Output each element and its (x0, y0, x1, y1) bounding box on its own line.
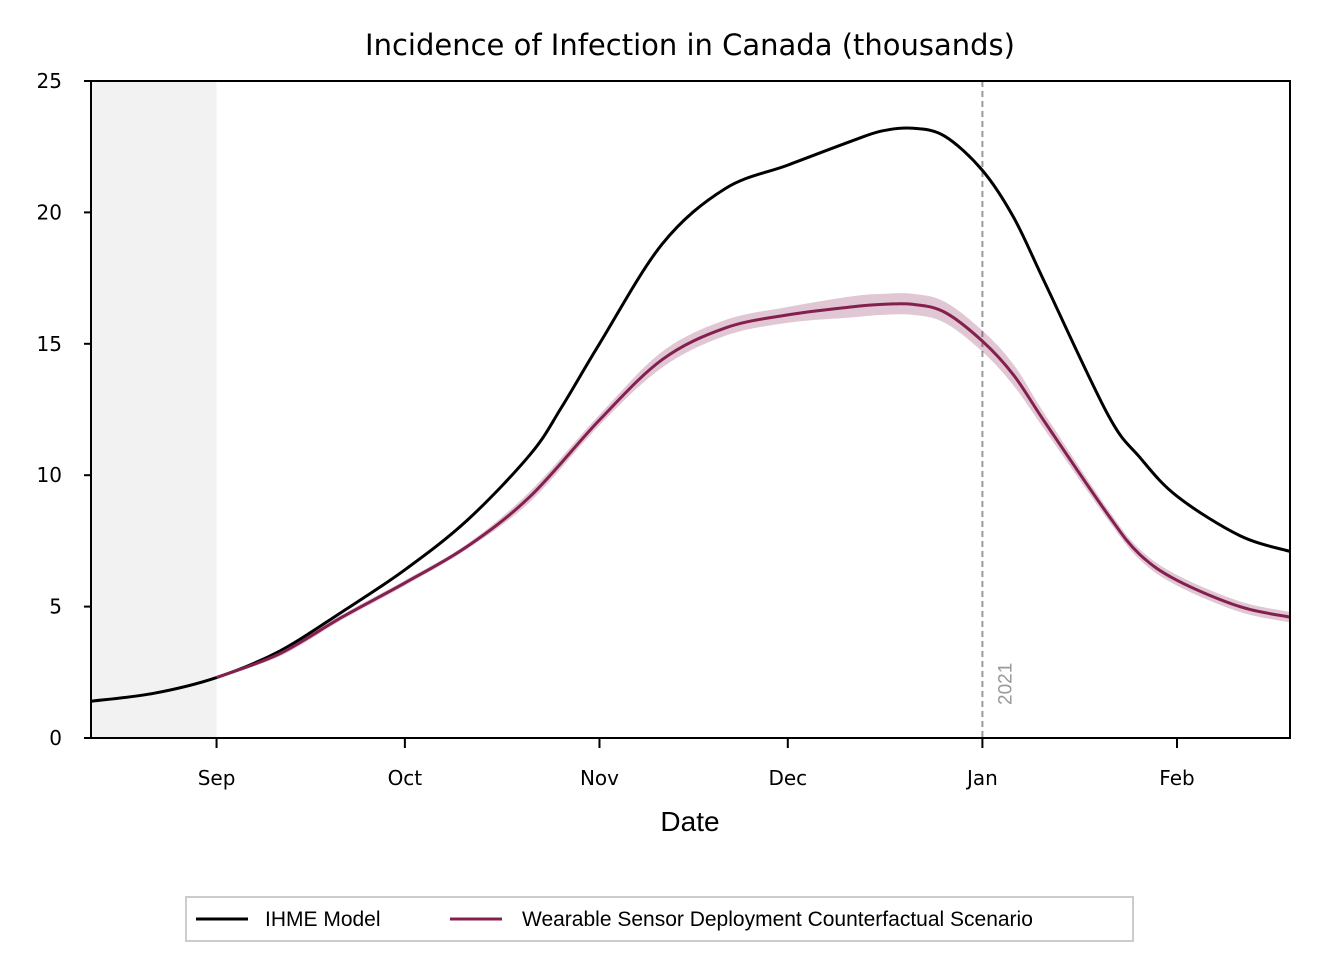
legend: IHME Model Wearable Sensor Deployment Cou… (185, 896, 1134, 942)
series-layer (91, 81, 1290, 738)
series-1-line (216, 302, 1290, 679)
y-tick-label: 5 (49, 595, 62, 619)
x-axis-label: Date (660, 806, 719, 837)
series-1-uncertainty-band (216, 293, 1290, 678)
x-tick-label: Feb (1159, 766, 1194, 790)
y-tick-label: 25 (37, 69, 62, 93)
legend-entry-label: Wearable Sensor Deployment Counterfactua… (522, 908, 1033, 931)
year-reference-label: 2021 (995, 663, 1016, 705)
chart-title: Incidence of Infection in Canada (thousa… (365, 28, 1015, 62)
shaded-history-region (91, 81, 217, 738)
x-tick-label: Oct (388, 766, 423, 790)
y-tick-label: 20 (37, 200, 62, 224)
y-tick-label: 15 (37, 332, 62, 356)
x-tick-label: Nov (580, 766, 619, 790)
legend-box (185, 896, 1134, 942)
y-tick-label: 10 (37, 463, 62, 487)
plot-area: 2021 0 5 10 15 20 25 Sep Oct Nov Dec Jan Feb (37, 69, 1291, 790)
series-0-line (91, 126, 1290, 703)
plot-frame (90, 80, 1291, 739)
x-tick-label: Jan (965, 766, 998, 790)
x-tick-label: Dec (768, 766, 807, 790)
x-tick-label: Sep (198, 766, 236, 790)
y-tick-label: 0 (49, 726, 62, 750)
legend-entry-label: IHME Model (265, 908, 381, 931)
